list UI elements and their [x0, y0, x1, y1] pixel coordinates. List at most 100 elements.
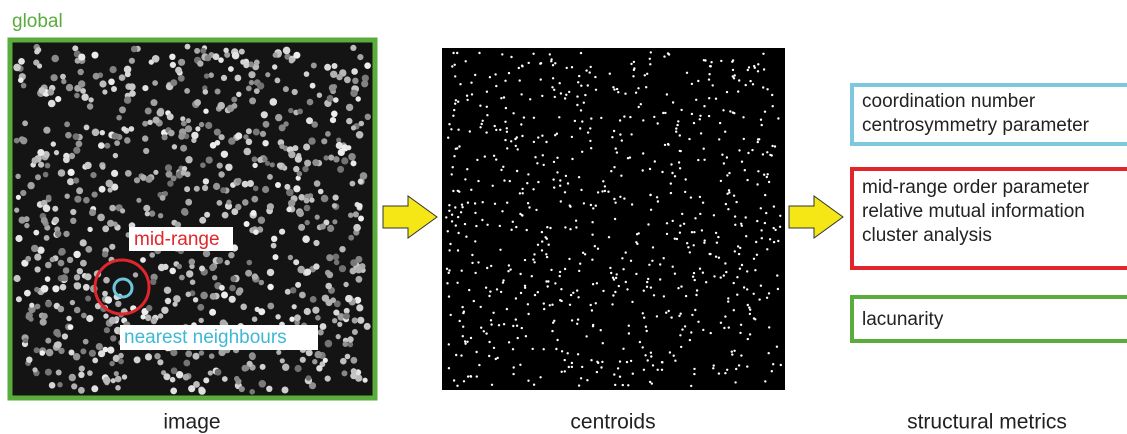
particle: [344, 76, 351, 83]
particle: [118, 359, 124, 365]
particle: [165, 298, 171, 304]
centroid: [561, 371, 563, 373]
centroid: [773, 241, 775, 243]
centroid: [656, 196, 658, 198]
centroid: [635, 92, 637, 94]
centroid: [619, 119, 621, 121]
centroid: [633, 61, 635, 63]
centroid: [551, 304, 553, 306]
particle: [24, 290, 31, 297]
particle: [350, 90, 357, 97]
particle: [312, 359, 317, 364]
particle: [215, 369, 222, 376]
particle: [339, 246, 345, 252]
centroid: [763, 68, 765, 70]
centroid: [608, 236, 610, 238]
particle: [172, 144, 177, 149]
centroid: [448, 204, 450, 206]
centroid: [723, 327, 725, 329]
centroid: [646, 330, 648, 332]
centroid: [648, 264, 650, 266]
centroid: [479, 105, 481, 107]
particle: [273, 53, 278, 58]
particle: [320, 223, 326, 229]
particle: [199, 318, 204, 323]
centroid: [592, 325, 594, 327]
centroid: [570, 294, 572, 296]
particle: [55, 96, 61, 102]
particle: [213, 183, 220, 190]
centroid: [757, 170, 759, 172]
particle: [118, 353, 124, 359]
centroid: [717, 236, 719, 238]
particle: [217, 200, 223, 206]
particle: [337, 322, 342, 327]
particle: [345, 354, 351, 360]
centroid: [666, 222, 668, 224]
centroid: [537, 136, 539, 138]
centroid: [488, 295, 490, 297]
particle: [71, 383, 77, 389]
centroid: [771, 145, 773, 147]
particle: [146, 305, 152, 311]
centroid: [519, 364, 521, 366]
centroid: [772, 105, 774, 107]
centroid: [611, 136, 613, 138]
centroid: [733, 112, 735, 114]
particle: [203, 377, 209, 383]
particle: [262, 156, 267, 161]
centroid: [457, 101, 459, 103]
particle: [170, 62, 176, 68]
centroid: [690, 385, 692, 387]
particle: [55, 231, 61, 237]
particle: [197, 304, 204, 311]
centroid: [454, 206, 456, 208]
centroid: [499, 129, 501, 131]
mid-range-label: mid-range: [134, 229, 220, 250]
particle: [332, 203, 337, 208]
centroid: [725, 203, 727, 205]
centroid: [512, 112, 514, 114]
centroid: [475, 351, 477, 353]
particle: [359, 121, 365, 127]
centroid: [466, 99, 468, 101]
centroid: [657, 369, 659, 371]
centroid: [541, 240, 543, 242]
particle: [205, 122, 212, 129]
caption: image: [163, 411, 220, 434]
centroid: [691, 83, 693, 85]
centroid: [725, 271, 727, 273]
particle: [357, 317, 364, 324]
centroid: [448, 367, 450, 369]
particle: [107, 347, 114, 354]
centroid: [708, 115, 710, 117]
centroid: [520, 292, 522, 294]
particle: [41, 217, 48, 224]
centroid: [468, 289, 470, 291]
particle: [302, 235, 310, 243]
particle: [53, 329, 60, 336]
centroid: [739, 247, 741, 249]
centroid: [568, 91, 570, 93]
centroid: [461, 204, 463, 206]
centroid: [727, 297, 729, 299]
particle: [113, 153, 118, 158]
particle: [284, 184, 290, 190]
particle: [23, 338, 28, 343]
centroid: [583, 102, 585, 104]
particle: [92, 192, 98, 198]
centroid: [674, 360, 676, 362]
centroid: [630, 133, 632, 135]
centroid: [560, 288, 562, 290]
centroid: [461, 270, 463, 272]
particle: [248, 71, 255, 78]
centroid: [694, 217, 696, 219]
particle: [244, 221, 250, 227]
particle: [364, 62, 371, 69]
particle: [283, 47, 291, 55]
centroid: [645, 86, 647, 88]
centroid: [650, 355, 652, 357]
centroid: [692, 276, 694, 278]
particle: [78, 387, 85, 394]
particle: [346, 104, 353, 111]
